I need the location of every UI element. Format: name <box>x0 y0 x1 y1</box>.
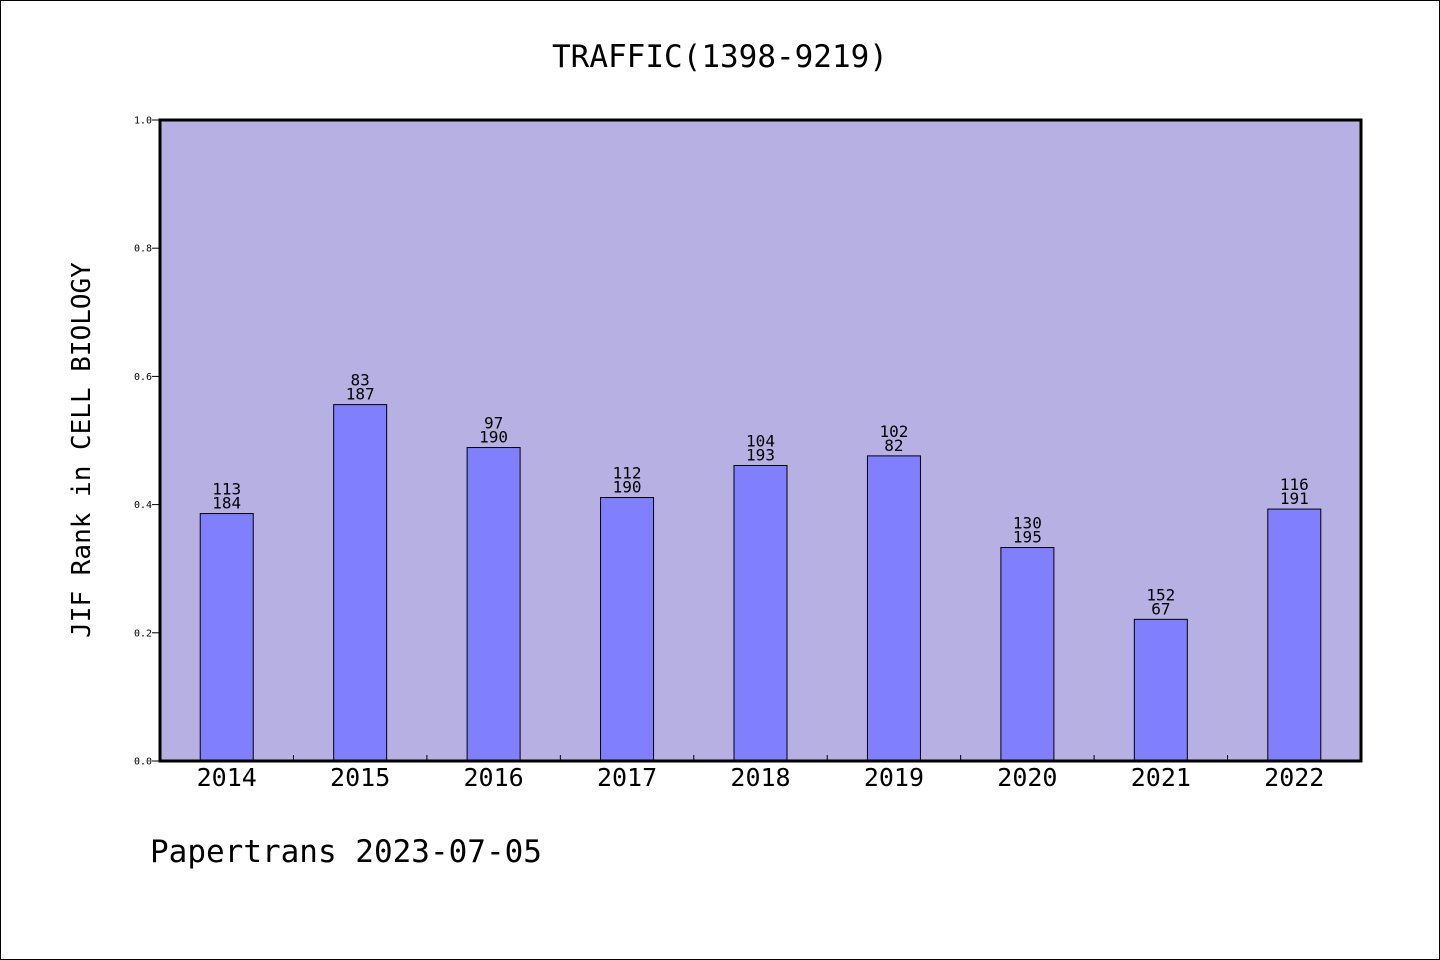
x-tick-label: 2015 <box>330 763 390 792</box>
bar-label-bottom: 195 <box>1013 528 1042 547</box>
y-tick-label: 0.0 <box>134 757 152 768</box>
bar-label-bottom: 190 <box>479 428 508 447</box>
bar-label-top: 152 <box>1146 585 1175 604</box>
bar-2015 <box>333 404 388 762</box>
bar-label-bottom: 184 <box>212 494 241 513</box>
y-tick-label: 0.4 <box>134 500 152 511</box>
bar-2017 <box>600 497 655 762</box>
x-tick-label: 2018 <box>730 763 790 792</box>
plot-border <box>158 118 1363 763</box>
chart-title: TRAFFIC(1398-9219) <box>552 39 888 75</box>
y-tick-label: 1.0 <box>134 116 152 127</box>
x-tick-label: 2014 <box>197 763 257 792</box>
bar-2020 <box>1000 547 1055 762</box>
y-tick-label: 0.8 <box>134 244 152 255</box>
x-tick-label: 2017 <box>597 763 657 792</box>
bar-label-top: 116 <box>1280 475 1309 494</box>
y-tick-label: 0.6 <box>134 372 152 383</box>
bar-labels: 1131848318797190112190104193102821301951… <box>212 371 1308 619</box>
bar-label-bottom: 82 <box>884 436 903 455</box>
bar-2021 <box>1133 618 1188 762</box>
y-axis-label: JIF Rank in CELL BIOLOGY <box>67 262 97 638</box>
bar-label-bottom: 191 <box>1280 489 1309 508</box>
bar-label-top: 104 <box>746 431 775 450</box>
x-tick-label: 2021 <box>1131 763 1191 792</box>
y-tick-label: 0.2 <box>134 628 152 639</box>
bar-2014 <box>199 513 254 762</box>
bar-label-bottom: 190 <box>613 478 642 497</box>
footer-credit: Papertrans 2023-07-05 <box>150 834 542 870</box>
bar-label-top: 83 <box>351 371 370 390</box>
bar-label-top: 102 <box>879 422 908 441</box>
bars <box>199 404 1322 762</box>
x-axis: 2014 2015 2016 2017 2018 2019 2020 2021 2022 <box>197 755 1324 792</box>
bar-label-top: 112 <box>613 464 642 483</box>
bar-label-bottom: 187 <box>346 385 375 404</box>
bar-label-top: 97 <box>484 414 503 433</box>
bar-2016 <box>466 447 521 762</box>
bar-2018 <box>733 464 788 762</box>
x-tick-label: 2016 <box>464 763 524 792</box>
bar-2022 <box>1267 508 1322 762</box>
bar-label-bottom: 193 <box>746 445 775 464</box>
bar-label-top: 113 <box>212 480 241 499</box>
x-tick-label: 2020 <box>997 763 1057 792</box>
bar-label-bottom: 67 <box>1151 599 1170 618</box>
bar-label-top: 130 <box>1013 514 1042 533</box>
x-tick-label: 2019 <box>864 763 924 792</box>
bar-2019 <box>866 455 921 762</box>
x-tick-label: 2022 <box>1264 763 1324 792</box>
y-axis: 0.0 0.2 0.4 0.6 0.8 1.0 <box>134 116 160 768</box>
